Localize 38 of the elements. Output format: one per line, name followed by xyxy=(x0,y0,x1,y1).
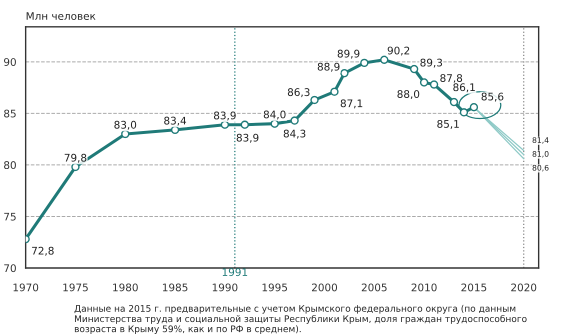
ref-line-label: 1991 xyxy=(222,268,248,276)
data-label: 87,1 xyxy=(340,99,362,108)
data-label: 72,8 xyxy=(32,246,54,256)
data-label: 85,6 xyxy=(482,92,504,102)
data-label: 86,3 xyxy=(288,88,310,98)
y-tick-label: 85 xyxy=(4,110,16,118)
y-tick-label: 70 xyxy=(4,264,16,272)
data-label: 84,0 xyxy=(264,110,286,120)
data-label: 83,0 xyxy=(114,120,136,130)
x-tick-label: 2015 xyxy=(461,283,486,292)
x-tick-label: 2020 xyxy=(511,283,536,292)
y-tick-label: 80 xyxy=(4,161,16,170)
y-tick-label: 75 xyxy=(4,212,16,221)
text: Данные на 2015 г. предварительные с учетом Крымского федерального округа (по данным Министерства труда и социальной защиты Республики Крым, доля граждан трудоспособного возраста в Крыму 59%, как и по РФ в среднем). xyxy=(74,304,527,334)
x-tick-label: 1985 xyxy=(162,283,188,292)
y-axis-title: Млн человек xyxy=(26,12,96,20)
x-tick-label: 2000 xyxy=(312,283,338,292)
data-label: 90,2 xyxy=(388,46,410,56)
data-label: 83,9 xyxy=(236,134,258,143)
x-tick-label: 1995 xyxy=(262,283,288,292)
data-label: 79,8 xyxy=(64,154,86,163)
y-tick-label: 90 xyxy=(4,58,16,66)
data-label: 89,9 xyxy=(338,50,360,59)
data-label: 83,4 xyxy=(164,116,186,126)
data-label: 86,1 xyxy=(453,83,475,92)
x-tick-label: 1980 xyxy=(113,283,138,292)
x-tick-label: 1975 xyxy=(63,283,88,292)
data-label: 83,9 xyxy=(214,112,236,120)
x-tick-label: 1970 xyxy=(14,283,38,292)
data-label: 87,8 xyxy=(440,74,462,84)
x-tick-label: 1990 xyxy=(212,283,238,292)
x-tick-label: 2005 xyxy=(362,283,387,292)
data-label: 85,1 xyxy=(437,120,459,129)
data-label: 89,3 xyxy=(420,58,442,68)
data-label: 88,0 xyxy=(397,90,420,100)
data-label: 84,3 xyxy=(284,130,306,139)
data-label: 88,9 xyxy=(318,62,340,72)
x-tick-label: 2010 xyxy=(412,283,437,292)
